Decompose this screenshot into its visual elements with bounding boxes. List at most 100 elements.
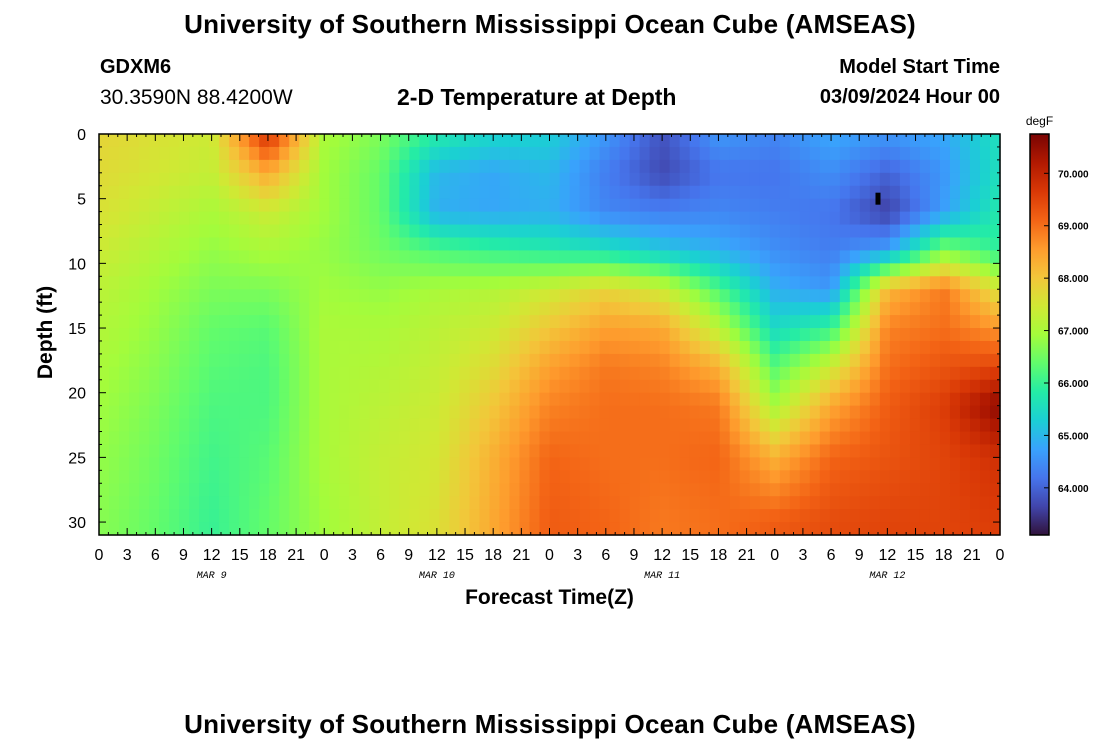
heatmap-cell	[959, 457, 971, 471]
heatmap-cell	[659, 211, 671, 226]
heatmap-cell	[229, 237, 240, 252]
heatmap-cell	[909, 276, 921, 290]
heatmap-cell	[859, 496, 871, 510]
heatmap-cell	[919, 134, 931, 148]
heatmap-cell	[689, 134, 701, 148]
heatmap-cell	[269, 405, 280, 420]
heatmap-cell	[299, 457, 310, 471]
heatmap-cell	[419, 224, 430, 239]
heatmap-cell	[269, 185, 280, 200]
heatmap-cell	[99, 159, 110, 174]
heatmap-cell	[589, 224, 601, 239]
heatmap-cell	[129, 134, 140, 148]
x-tick-label: 9	[179, 547, 188, 564]
heatmap-cell	[859, 211, 871, 226]
heatmap-cell	[449, 509, 460, 523]
heatmap-cell	[509, 263, 521, 277]
heatmap-cell	[549, 146, 561, 161]
heatmap-cell	[719, 276, 731, 290]
heatmap-cell	[989, 224, 1001, 239]
heatmap-cell	[379, 276, 390, 290]
heatmap-cell	[969, 470, 981, 484]
heatmap-cell	[989, 289, 1001, 303]
heatmap-cell	[329, 211, 340, 226]
heatmap-cell	[839, 379, 851, 394]
heatmap-cell	[479, 431, 491, 446]
heatmap-cell	[209, 392, 220, 407]
heatmap-cell	[809, 237, 821, 252]
heatmap-cell	[789, 457, 801, 471]
heatmap-cell	[399, 483, 410, 497]
heatmap-cell	[329, 366, 340, 381]
heatmap-cell	[519, 470, 531, 484]
heatmap-cell	[269, 289, 280, 303]
heatmap-cell	[579, 224, 591, 239]
heatmap-cell	[619, 444, 631, 458]
heatmap-cell	[969, 237, 981, 252]
heatmap-cell	[559, 289, 571, 303]
heatmap-cell	[829, 237, 841, 252]
heatmap-cell	[369, 444, 380, 458]
heatmap-cell	[539, 224, 551, 239]
heatmap-cell	[879, 159, 891, 174]
heatmap-cell	[209, 146, 220, 161]
heatmap-cell	[579, 134, 591, 148]
heatmap-cell	[679, 405, 691, 420]
heatmap-cell	[669, 379, 681, 394]
heatmap-cell	[619, 522, 631, 536]
heatmap-cell	[789, 340, 801, 355]
heatmap-cell	[529, 418, 541, 433]
heatmap-cell	[129, 198, 140, 213]
heatmap-cell	[619, 496, 631, 510]
heatmap-cell	[569, 237, 581, 252]
heatmap-cell	[319, 250, 330, 264]
heatmap-cell	[169, 418, 180, 433]
heatmap-cell	[399, 379, 410, 394]
heatmap-cell	[429, 237, 440, 252]
heatmap-cell	[789, 250, 801, 264]
heatmap-cell	[439, 431, 450, 446]
heatmap-cell	[729, 340, 741, 355]
heatmap-cell	[829, 263, 841, 277]
heatmap-cell	[629, 418, 641, 433]
heatmap-cell	[319, 340, 330, 355]
heatmap-cell	[419, 263, 430, 277]
x-tick-label: 3	[573, 547, 582, 564]
heatmap-cell	[449, 276, 460, 290]
heatmap-cell	[929, 250, 941, 264]
heatmap-cell	[219, 328, 230, 342]
heatmap-cell	[229, 328, 240, 342]
heatmap-cell	[679, 392, 691, 407]
heatmap-cell	[689, 457, 701, 471]
heatmap-cell	[289, 185, 300, 200]
heatmap-cell	[879, 211, 891, 226]
heatmap-cell	[799, 146, 811, 161]
heatmap-cell	[459, 198, 471, 213]
heatmap-cell	[169, 315, 180, 329]
heatmap-cell	[349, 457, 360, 471]
heatmap-cell	[679, 276, 691, 290]
heatmap-cell	[769, 366, 781, 381]
heatmap-cell	[289, 237, 300, 252]
heatmap-cell	[989, 340, 1001, 355]
heatmap-cell	[419, 483, 430, 497]
heatmap-cell	[709, 250, 721, 264]
heatmap-cell	[899, 392, 911, 407]
heatmap-cell	[979, 276, 991, 290]
heatmap-cell	[649, 159, 661, 174]
heatmap-cell	[839, 470, 851, 484]
heatmap-cell	[849, 405, 861, 420]
heatmap-cell	[269, 522, 280, 536]
heatmap-cell	[349, 522, 360, 536]
heatmap-cell	[479, 483, 491, 497]
heatmap-cell	[509, 496, 521, 510]
heatmap-cell	[799, 250, 811, 264]
heatmap-cell	[359, 172, 370, 187]
heatmap-cell	[769, 483, 781, 497]
heatmap-cell	[969, 444, 981, 458]
heatmap-cell	[909, 146, 921, 161]
heatmap-cell	[789, 172, 801, 187]
heatmap-cell	[299, 366, 310, 381]
heatmap-cell	[529, 353, 541, 368]
heatmap-cell	[489, 172, 501, 187]
